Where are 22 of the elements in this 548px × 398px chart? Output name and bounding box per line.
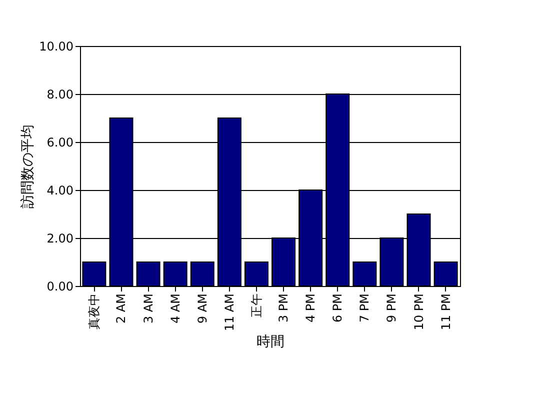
x-tick-label: 4 PM xyxy=(304,294,318,323)
x-tick-label: 7 PM xyxy=(358,294,372,323)
x-tick-label: 正午 xyxy=(249,294,264,318)
y-tick-label: 8.00 xyxy=(46,88,74,102)
y-axis-title: 訪問数の平均 xyxy=(20,124,36,208)
y-tick-label: 4.00 xyxy=(46,184,74,198)
x-tick-label: 11 PM xyxy=(438,294,453,330)
x-axis-title: 時間 xyxy=(256,334,284,350)
y-tick-label: 2.00 xyxy=(46,232,74,246)
x-tick-label: 3 PM xyxy=(276,294,291,323)
x-tick-label: 9 PM xyxy=(384,294,399,323)
x-tick-label: 10 PM xyxy=(412,294,426,330)
x-tick-label: 2 AM xyxy=(114,294,128,324)
y-tick-label: 0.00 xyxy=(46,280,74,294)
x-tick-label: 6 PM xyxy=(330,294,345,323)
x-tick-label: 真夜中 xyxy=(87,294,102,330)
x-tick-label: 4 AM xyxy=(168,294,182,324)
y-tick-label: 10.00 xyxy=(39,40,74,54)
y-tick-label: 6.00 xyxy=(46,136,74,150)
x-tick-label: 11 AM xyxy=(222,294,236,332)
x-tick-label: 3 AM xyxy=(141,294,156,324)
x-tick-label: 9 AM xyxy=(195,294,210,324)
